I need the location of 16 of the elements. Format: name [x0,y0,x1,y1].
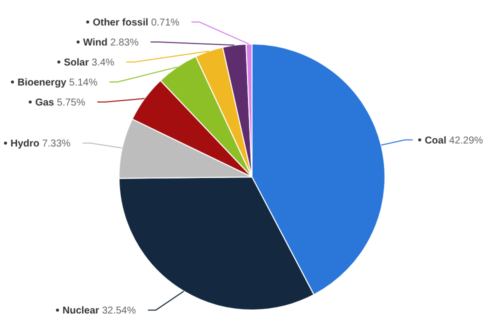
data-label: 5.75% [54,98,86,109]
data-label: 5.14% [66,78,98,89]
slice-label: Nuclear [62,306,100,317]
data-label: 42.29% [446,135,484,146]
data-label: 0.71% [148,18,180,29]
slice-label: Wind [83,38,108,49]
data-label: 2.83% [107,38,139,49]
slice-label: Solar [64,58,89,69]
slice-label: Coal [424,135,447,146]
data-label: 3.4% [88,58,115,69]
slice-label: Bioenergy [17,78,67,89]
slice-label: Hydro [10,138,40,150]
slice-label: Other fossil [92,18,149,29]
slice-label: Gas [35,98,55,109]
data-label: 32.54% [99,306,136,317]
data-label: 7.33% [39,138,71,150]
